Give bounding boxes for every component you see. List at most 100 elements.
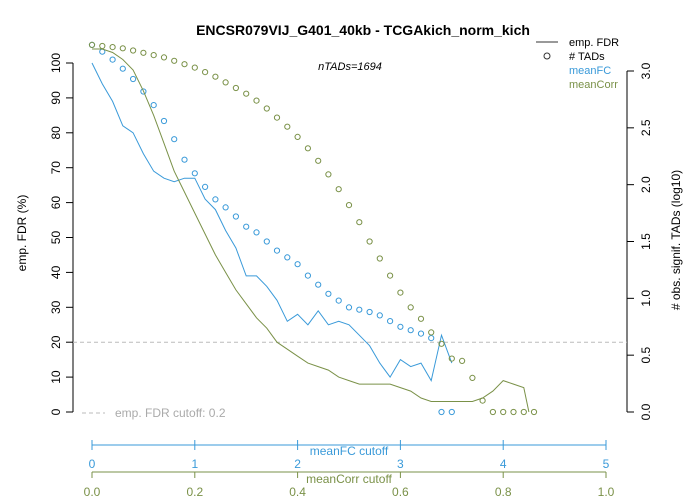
right-tick-label: 2.5 <box>639 119 653 136</box>
corr-tads-point <box>530 408 538 416</box>
corr-tads-point <box>109 44 116 51</box>
right-y-axis: 0.0 0.5 1.0 1.5 2.0 2.5 3.0 # obs. signif. TAD… <box>626 62 683 420</box>
fc-tick-label: 0 <box>89 457 96 471</box>
corr-tads-point <box>407 304 414 311</box>
fc-axis-ticks: 0 1 2 3 4 5 <box>89 440 610 471</box>
corr-tads-point <box>99 42 106 50</box>
fc-tads-point <box>417 330 425 337</box>
corr-tads-point <box>202 69 209 76</box>
fc-tick-label: 5 <box>603 457 610 471</box>
corr-tick-label: 0.6 <box>392 485 409 499</box>
fc-tads-point <box>366 308 373 316</box>
corr-x-axis: 0.0 0.2 0.4 0.6 0.8 1.0 meanCorr cutoff <box>84 471 615 499</box>
left-tick-label: 100 <box>49 53 63 73</box>
fc-tick-label: 3 <box>397 457 404 471</box>
corr-axis-ticks: 0.0 0.2 0.4 0.6 0.8 1.0 <box>84 472 615 499</box>
corr-tads-point <box>448 355 455 362</box>
legend-label: emp. FDR <box>569 37 619 49</box>
cutoff-legend: emp. FDR cutoff: 0.2 <box>82 406 226 420</box>
fc-tick-label: 1 <box>191 457 198 471</box>
fc-tads-point <box>273 247 281 254</box>
right-axis-label: # obs. signif. TADs (log10) <box>669 170 683 310</box>
fc-tads-point <box>263 238 270 245</box>
right-tick-label: 2.0 <box>639 176 653 193</box>
corr-tads-point <box>119 45 126 52</box>
fc-tads-point <box>130 75 137 83</box>
corr-tads-point <box>284 123 291 130</box>
corr-tads-point <box>510 408 517 416</box>
corr-tads-point <box>387 272 394 279</box>
corr-tads-point <box>171 57 178 64</box>
left-y-axis: 0 10 20 30 40 50 60 70 80 90 100 emp. FDR (%) <box>15 53 74 415</box>
corr-tads-point <box>366 238 373 245</box>
fc-tads-point <box>119 65 126 72</box>
corr-tads-point <box>181 61 188 68</box>
corr-tads-point <box>191 64 198 71</box>
corr-tads-point <box>315 157 322 164</box>
fc-tads-point <box>407 327 414 334</box>
corr-tads-point <box>479 397 486 404</box>
corr-tads-point <box>459 357 466 364</box>
corr-tads-point <box>150 52 157 59</box>
corr-tick-label: 0.0 <box>84 485 101 499</box>
corr-tads-point <box>325 171 332 178</box>
corr-tads-point <box>304 145 311 152</box>
fc-tads-point <box>150 102 157 109</box>
fc-x-axis: 0 1 2 3 4 5 meanFC cutoff <box>89 440 610 471</box>
corr-tads-point <box>160 54 168 61</box>
right-tick-label: 0.0 <box>639 403 653 420</box>
corr-tads-point <box>243 90 250 97</box>
plot-area <box>88 41 538 416</box>
corr-tads-point <box>417 315 425 322</box>
corr-tads-point <box>489 408 496 416</box>
corr-tads-point <box>130 47 137 54</box>
left-tick-label: 30 <box>49 300 63 314</box>
legend-label: # TADs <box>569 51 605 63</box>
corr-fdr-line <box>92 48 530 413</box>
fc-tads-point <box>376 312 383 319</box>
legend-circle-swatch <box>543 52 551 60</box>
left-tick-label: 80 <box>49 126 63 140</box>
cutoff-legend-label: emp. FDR cutoff: 0.2 <box>115 406 226 420</box>
fc-tads-point <box>304 272 311 279</box>
corr-tads-point <box>232 84 239 92</box>
fc-tads-point <box>232 213 239 220</box>
corr-tads-point <box>212 73 219 80</box>
fc-tads-point <box>294 261 301 268</box>
chart-title: ENCSR079VIJ_G401_40kb - TCGAkich_norm_ki… <box>196 22 530 38</box>
fc-tick-label: 4 <box>500 457 507 471</box>
fc-tads-point <box>356 306 363 313</box>
left-axis-label: emp. FDR (%) <box>15 195 29 272</box>
corr-axis-label: meanCorr cutoff <box>306 472 392 486</box>
left-tick-label: 20 <box>49 335 63 349</box>
fc-fdr-line <box>91 62 453 382</box>
corr-tads-point <box>263 105 270 112</box>
fc-tads-point <box>222 204 229 211</box>
right-tick-label: 3.0 <box>639 62 653 79</box>
fc-tads-point <box>438 408 445 416</box>
corr-tads-point <box>140 49 147 56</box>
corr-tads-point <box>253 97 260 104</box>
fc-axis-label: meanFC cutoff <box>310 444 389 458</box>
corr-tick-label: 0.4 <box>289 485 306 499</box>
corr-tads-point <box>335 186 342 193</box>
fc-tads-point <box>191 170 198 177</box>
fc-tick-label: 2 <box>294 457 301 471</box>
corr-tads-point <box>397 289 404 296</box>
fc-tads-point <box>181 156 188 163</box>
left-tick-label: 10 <box>49 370 63 384</box>
legend-label: meanCorr <box>569 79 618 91</box>
fc-tads-point <box>397 323 404 330</box>
fc-tads-point <box>253 229 260 236</box>
corr-tads-point <box>88 41 96 49</box>
fc-tads-point <box>212 196 219 203</box>
corr-tads-point <box>273 114 281 121</box>
right-tick-label: 0.5 <box>639 347 653 364</box>
corr-tads-point <box>428 329 435 336</box>
corr-tick-label: 1.0 <box>598 485 615 499</box>
fc-tads-point <box>325 290 332 297</box>
fc-tads-point <box>335 297 342 304</box>
left-tick-label: 0 <box>49 408 63 415</box>
left-tick-label: 50 <box>49 231 63 245</box>
